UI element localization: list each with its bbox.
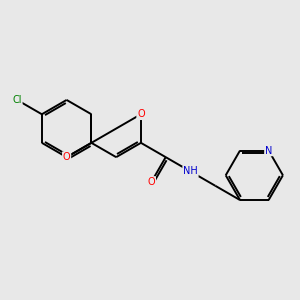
Text: O: O bbox=[63, 152, 70, 162]
Text: NH: NH bbox=[183, 167, 198, 176]
Text: O: O bbox=[148, 177, 155, 187]
Text: Cl: Cl bbox=[12, 95, 22, 105]
Text: N: N bbox=[265, 146, 272, 155]
Text: O: O bbox=[137, 109, 145, 119]
